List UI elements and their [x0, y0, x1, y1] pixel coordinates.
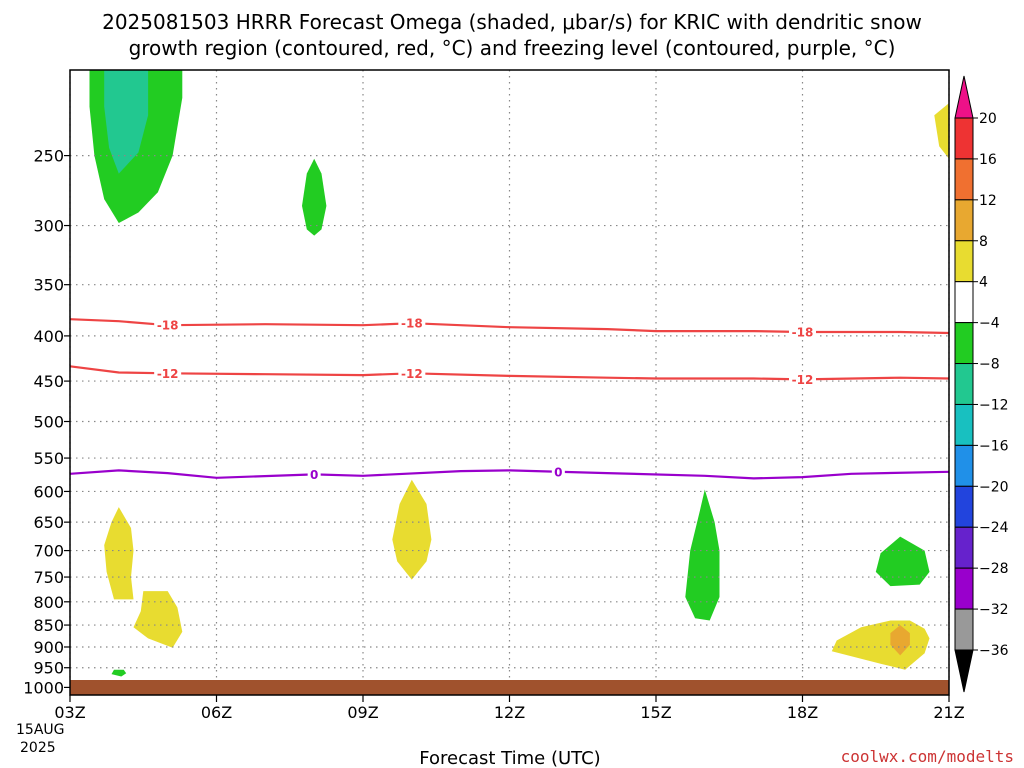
colorbar-bin-9 — [954, 485, 974, 528]
x-axis: 03Z 06Z 09Z 12Z 15Z 18Z 21Z — [54, 695, 965, 722]
y-tick-label-1000: 1000 — [23, 678, 64, 697]
y-tick-label-400: 400 — [33, 327, 64, 346]
contour-label-bg-2-0 — [307, 467, 321, 482]
title-line-1: 2025081503 HRRR Forecast Omega (shaded, … — [102, 10, 922, 34]
colorbar-label-7: −12 — [979, 397, 1009, 413]
omega-region-3 — [934, 103, 949, 159]
contour-label-1-0: -12 — [157, 367, 179, 381]
colorbar-top-arrow — [954, 75, 974, 119]
contour-label-bg-0-1 — [398, 316, 426, 331]
colorbar: 20 16 12 8 4 −4 −8 −12 −16 −20 −24 −28 −32 −36 — [954, 75, 1009, 693]
colorbar-bin-4 — [954, 281, 974, 324]
contour-line-2 — [69, 469, 950, 480]
omega-region-8 — [685, 489, 720, 621]
y-tick-label-450: 450 — [33, 372, 64, 391]
y-axis: 250 300 350 400 450 500 550 600 650 700 750 800 850 9… — [23, 147, 70, 697]
y-tick-label-650: 650 — [33, 513, 64, 532]
colorbar-bin-6 — [954, 363, 974, 405]
colorbar-label-6: −8 — [979, 357, 1000, 373]
colorbar-label-13: −36 — [979, 643, 1009, 659]
y-tick-label-800: 800 — [33, 593, 64, 612]
contour-label-bg-2-1 — [551, 464, 565, 479]
y-tick-label-500: 500 — [33, 413, 64, 432]
y-tick-label-550: 550 — [33, 449, 64, 468]
omega-region-10 — [831, 620, 930, 670]
omega-region-11 — [890, 625, 910, 656]
colorbar-label-8: −16 — [979, 438, 1009, 454]
colorbar-label-11: −28 — [979, 561, 1009, 577]
contour-label-0-2: -18 — [792, 326, 814, 340]
contour-label-bg-1-0 — [154, 366, 182, 381]
y-tick-label-850: 850 — [33, 616, 64, 635]
colorbar-bin-8 — [954, 444, 974, 487]
colorbar-bin-2 — [954, 199, 974, 242]
credit-text: coolwx.com/modelts — [841, 747, 1014, 766]
title-line-2: growth region (contoured, red, °C) and f… — [129, 36, 896, 60]
date-label-day: 15AUG — [16, 722, 65, 738]
y-tick-label-600: 600 — [33, 482, 64, 501]
colorbar-bin-7 — [954, 403, 974, 446]
x-tick-label-21Z: 21Z — [933, 703, 964, 722]
omega-shading-layer — [89, 70, 949, 677]
contour-label-1-1: -12 — [401, 367, 423, 381]
colorbar-bin-3 — [954, 240, 974, 283]
colorbar-label-2: 12 — [979, 193, 997, 209]
colorbar-label-9: −20 — [979, 479, 1009, 495]
y-tick-label-700: 700 — [33, 542, 64, 561]
colorbar-bin-5 — [954, 322, 974, 365]
x-tick-label-06Z: 06Z — [201, 703, 232, 722]
colorbar-label-10: −24 — [979, 520, 1009, 536]
contour-label-2-0: 0 — [310, 468, 318, 482]
ground-bar — [70, 680, 949, 695]
colorbar-label-12: −32 — [979, 602, 1009, 618]
omega-region-4 — [104, 507, 134, 600]
colorbar-bottom-arrow — [954, 649, 974, 693]
contour-label-1-2: -12 — [792, 373, 814, 387]
colorbar-bin-12 — [954, 608, 974, 651]
omega-region-2 — [302, 158, 327, 236]
colorbar-label-3: 8 — [979, 234, 988, 250]
colorbar-bin-11 — [954, 567, 974, 610]
contour-label-bg-0-2 — [789, 325, 816, 340]
contour-label-0-0: -18 — [157, 319, 179, 333]
y-tick-label-950: 950 — [33, 659, 64, 678]
x-tick-label-12Z: 12Z — [494, 703, 525, 722]
colorbar-label-4: 4 — [979, 275, 988, 291]
contour-line-0 — [69, 318, 950, 335]
y-tick-label-900: 900 — [33, 638, 64, 657]
x-tick-label-15Z: 15Z — [640, 703, 671, 722]
colorbar-bin-0 — [954, 117, 974, 160]
y-tick-label-350: 350 — [33, 276, 64, 295]
colorbar-bin-10 — [954, 526, 974, 569]
x-axis-title: Forecast Time (UTC) — [419, 748, 600, 768]
colorbar-label-5: −4 — [979, 316, 1000, 332]
contour-label-0-1: -18 — [401, 317, 423, 331]
omega-region-9 — [875, 536, 930, 587]
date-label-year: 2025 — [20, 740, 56, 756]
chart-title: 2025081503 HRRR Forecast Omega (shaded, … — [102, 10, 922, 60]
omega-region-5 — [133, 591, 183, 648]
y-tick-label-750: 750 — [33, 568, 64, 587]
omega-region-7 — [392, 479, 432, 580]
contour-label-bg-1-1 — [398, 366, 426, 381]
omega-region-6 — [111, 669, 127, 677]
contour-label-2-1: 0 — [554, 465, 562, 479]
colorbar-label-0: 20 — [979, 111, 997, 127]
omega-region-1 — [104, 70, 149, 174]
contour-label-bg-0-0 — [154, 318, 182, 333]
x-tick-label-03Z: 03Z — [54, 703, 85, 722]
colorbar-bin-1 — [954, 158, 974, 201]
colorbar-label-1: 16 — [979, 152, 997, 168]
contour-layer: -18 -18 -18 -12 -12 -12 0 0 — [69, 316, 950, 482]
y-tick-label-300: 300 — [33, 217, 64, 236]
x-tick-label-09Z: 09Z — [347, 703, 378, 722]
y-tick-label-250: 250 — [33, 147, 64, 166]
x-tick-label-18Z: 18Z — [787, 703, 818, 722]
contour-label-bg-1-2 — [789, 372, 816, 387]
